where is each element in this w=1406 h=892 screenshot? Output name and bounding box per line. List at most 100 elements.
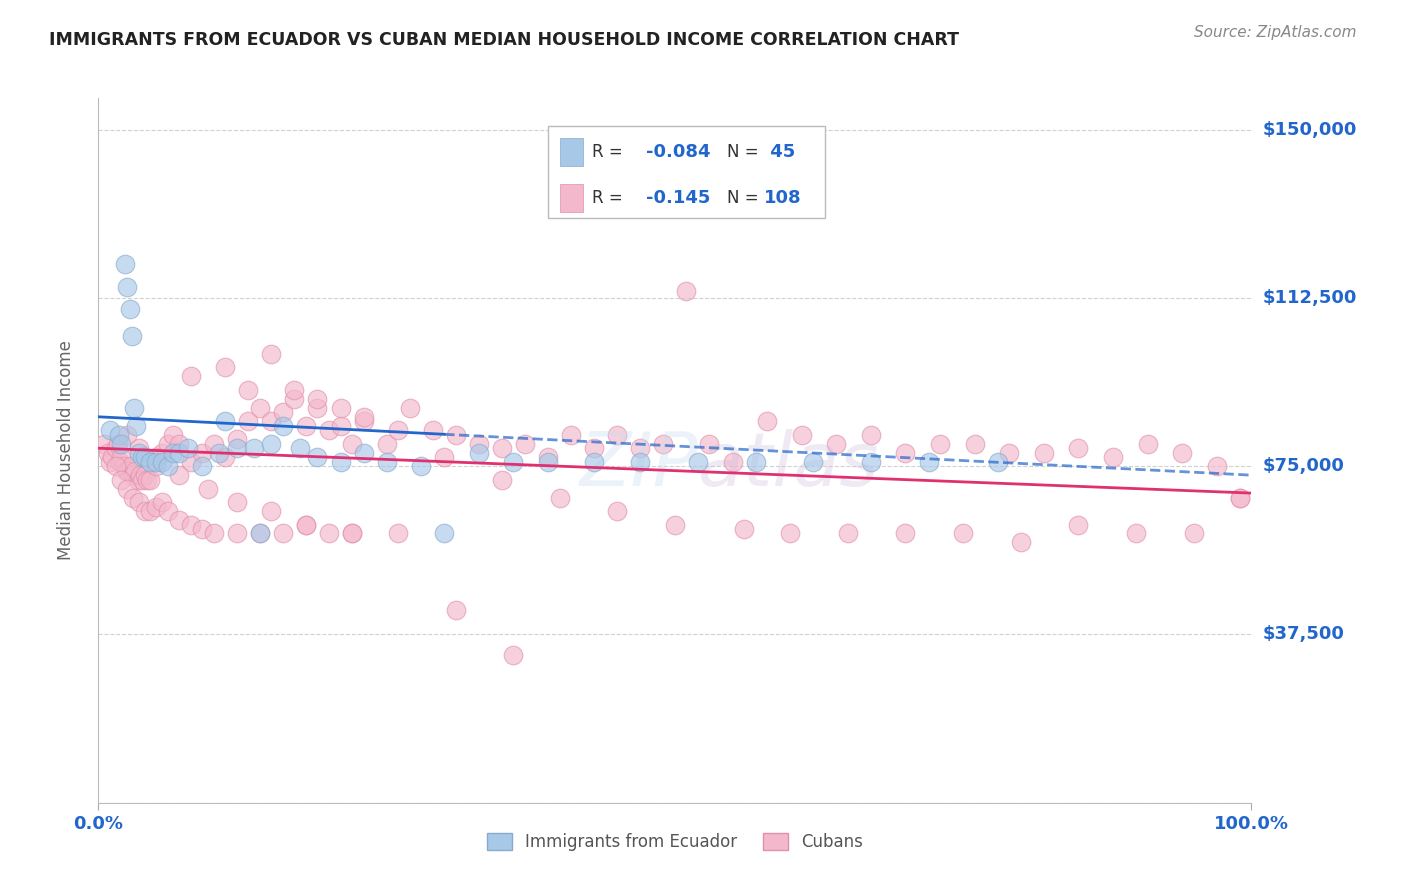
Point: [225, 441, 247, 455]
Point: [491, 441, 513, 455]
Point: [260, 504, 283, 518]
Point: [398, 401, 420, 415]
Point: [1125, 526, 1147, 541]
Point: [134, 450, 156, 465]
Point: [1171, 446, 1194, 460]
Point: [353, 409, 375, 424]
Point: [214, 450, 236, 465]
Point: [150, 446, 173, 460]
Point: [271, 526, 294, 541]
Point: [110, 455, 132, 469]
Point: [214, 414, 236, 428]
Point: [894, 526, 917, 541]
Point: [433, 526, 456, 541]
Point: [952, 526, 974, 541]
Point: [214, 360, 236, 375]
Point: [699, 436, 721, 450]
Point: [134, 468, 156, 483]
Point: [1229, 491, 1251, 505]
Point: [675, 284, 697, 298]
Point: [260, 414, 283, 428]
Point: [122, 468, 145, 483]
Point: [917, 455, 939, 469]
Point: [238, 383, 260, 397]
Point: [129, 468, 152, 483]
Point: [686, 455, 709, 469]
Point: [433, 450, 456, 465]
Text: $112,500: $112,500: [1263, 289, 1357, 307]
Point: [307, 401, 329, 415]
Point: [145, 500, 167, 514]
Point: [790, 427, 813, 442]
Point: [998, 446, 1021, 460]
Text: atlas: atlas: [697, 428, 879, 500]
Point: [560, 427, 582, 442]
Point: [128, 495, 150, 509]
Point: [156, 459, 179, 474]
Point: [411, 459, 433, 474]
Point: [145, 455, 167, 469]
Point: [260, 347, 283, 361]
Point: [177, 441, 200, 455]
Point: [779, 526, 801, 541]
Text: 45: 45: [763, 143, 794, 161]
Point: [202, 436, 225, 450]
Point: [1136, 436, 1159, 450]
Point: [825, 436, 848, 450]
Point: [537, 450, 560, 465]
Point: [150, 455, 173, 469]
Point: [295, 517, 318, 532]
Point: [156, 504, 179, 518]
Point: [124, 464, 146, 478]
Point: [318, 526, 340, 541]
Point: [295, 418, 318, 433]
Point: [225, 526, 247, 541]
Point: [156, 436, 179, 450]
Text: -0.084: -0.084: [647, 143, 710, 161]
Text: N =: N =: [727, 143, 763, 161]
Point: [145, 450, 167, 465]
Point: [249, 526, 271, 541]
Point: [502, 455, 524, 469]
Point: [117, 482, 139, 496]
Point: [134, 504, 156, 518]
Point: [628, 441, 651, 455]
Text: IMMIGRANTS FROM ECUADOR VS CUBAN MEDIAN HOUSEHOLD INCOME CORRELATION CHART: IMMIGRANTS FROM ECUADOR VS CUBAN MEDIAN …: [49, 31, 959, 49]
Point: [131, 450, 153, 465]
Point: [167, 436, 190, 450]
Point: [135, 473, 157, 487]
Point: [225, 495, 247, 509]
Point: [249, 526, 271, 541]
Point: [290, 441, 312, 455]
Text: N =: N =: [727, 189, 763, 207]
Point: [537, 455, 560, 469]
Text: R =: R =: [592, 189, 633, 207]
Point: [208, 446, 231, 460]
Point: [583, 441, 606, 455]
Point: [121, 329, 143, 343]
Point: [1229, 491, 1251, 505]
Point: [202, 526, 225, 541]
Point: [243, 441, 266, 455]
Point: [837, 526, 859, 541]
Point: [191, 459, 214, 474]
Point: [108, 427, 131, 442]
Point: [260, 436, 283, 450]
Point: [180, 455, 202, 469]
Point: [652, 436, 675, 450]
Point: [112, 459, 135, 474]
Point: [150, 495, 173, 509]
Point: [340, 436, 363, 450]
Point: [117, 464, 139, 478]
Point: [283, 392, 305, 406]
Point: [98, 455, 121, 469]
Point: [340, 526, 363, 541]
Point: [859, 455, 882, 469]
Point: [117, 427, 139, 442]
Point: [167, 468, 190, 483]
Point: [664, 517, 686, 532]
Point: [114, 257, 136, 271]
Point: [375, 436, 398, 450]
Point: [191, 522, 214, 536]
Text: -0.145: -0.145: [647, 189, 710, 207]
